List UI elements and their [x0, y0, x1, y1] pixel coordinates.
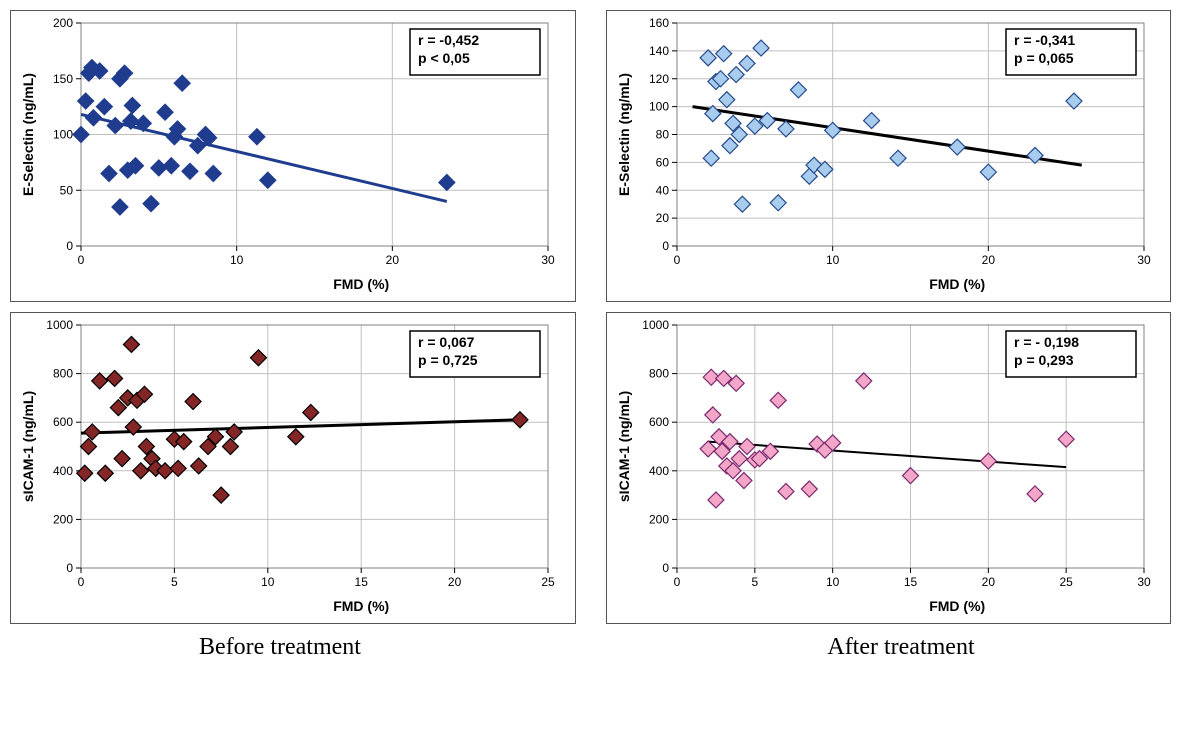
- scatter-chart: 0 10 20 30 0 50 100 150 200 FMD (%) E-Selectin (ng…: [11, 11, 566, 301]
- svg-text:25: 25: [541, 575, 555, 589]
- svg-text:15: 15: [903, 575, 917, 589]
- svg-text:0: 0: [673, 253, 680, 267]
- scatter-chart: 0 10 20 30 0 20 40 60 80 100 120 140 160 FMD (%) E-Sel…: [607, 11, 1162, 301]
- svg-text:1000: 1000: [642, 318, 669, 332]
- svg-text:20: 20: [981, 575, 995, 589]
- svg-text:p = 0,293: p = 0,293: [1014, 352, 1074, 368]
- svg-text:800: 800: [648, 367, 668, 381]
- svg-text:20: 20: [981, 253, 995, 267]
- svg-text:E-Selectin (ng/mL): E-Selectin (ng/mL): [616, 73, 632, 196]
- svg-text:140: 140: [648, 44, 668, 58]
- svg-text:50: 50: [60, 183, 74, 197]
- svg-text:10: 10: [261, 575, 275, 589]
- svg-text:200: 200: [648, 512, 668, 526]
- svg-text:200: 200: [53, 512, 73, 526]
- caption-row: Before treatment After treatment: [10, 634, 1171, 661]
- scatter-chart: 0 5 10 15 20 25 30 0 200 400 600 800 1000 FMD (%) sICA…: [607, 313, 1162, 623]
- svg-text:0: 0: [662, 239, 669, 253]
- panel-bottom-left: 0 5 10 15 20 25 0 200 400 600 800 1000 FMD (%) sICAM-…: [10, 312, 576, 624]
- svg-text:100: 100: [53, 128, 73, 142]
- svg-text:r = -0,452: r = -0,452: [418, 32, 479, 48]
- scatter-chart: 0 5 10 15 20 25 0 200 400 600 800 1000 FMD (%) sICAM-…: [11, 313, 566, 623]
- svg-text:400: 400: [53, 464, 73, 478]
- svg-text:20: 20: [655, 211, 669, 225]
- svg-text:FMD (%): FMD (%): [929, 598, 985, 614]
- svg-text:r = 0,067: r = 0,067: [418, 334, 475, 350]
- caption-before: Before treatment: [130, 634, 430, 661]
- svg-text:20: 20: [386, 253, 400, 267]
- svg-text:sICAM-1 (ng/mL): sICAM-1 (ng/mL): [20, 391, 36, 502]
- svg-text:400: 400: [648, 464, 668, 478]
- panel-top-right: 0 10 20 30 0 20 40 60 80 100 120 140 160 FMD (%) E-Sel…: [606, 10, 1172, 302]
- svg-text:120: 120: [648, 72, 668, 86]
- svg-text:5: 5: [171, 575, 178, 589]
- svg-text:150: 150: [53, 72, 73, 86]
- svg-text:600: 600: [53, 415, 73, 429]
- svg-text:p < 0,05: p < 0,05: [418, 50, 470, 66]
- svg-text:80: 80: [655, 128, 669, 142]
- svg-text:5: 5: [751, 575, 758, 589]
- svg-text:sICAM-1 (ng/mL): sICAM-1 (ng/mL): [616, 391, 632, 502]
- svg-text:0: 0: [78, 253, 85, 267]
- svg-text:30: 30: [1137, 253, 1151, 267]
- svg-text:r = - 0,198: r = - 0,198: [1014, 334, 1079, 350]
- svg-text:FMD (%): FMD (%): [333, 276, 389, 292]
- svg-text:100: 100: [648, 100, 668, 114]
- svg-text:40: 40: [655, 183, 669, 197]
- svg-text:25: 25: [1059, 575, 1073, 589]
- svg-text:200: 200: [53, 16, 73, 30]
- svg-text:0: 0: [66, 561, 73, 575]
- panel-bottom-right: 0 5 10 15 20 25 30 0 200 400 600 800 1000 FMD (%) sICA…: [606, 312, 1172, 624]
- svg-text:FMD (%): FMD (%): [333, 598, 389, 614]
- panel-top-left: 0 10 20 30 0 50 100 150 200 FMD (%) E-Selectin (ng…: [10, 10, 576, 302]
- svg-text:60: 60: [655, 155, 669, 169]
- svg-text:10: 10: [825, 253, 839, 267]
- svg-text:0: 0: [662, 561, 669, 575]
- svg-text:20: 20: [448, 575, 462, 589]
- svg-text:0: 0: [66, 239, 73, 253]
- svg-text:15: 15: [355, 575, 369, 589]
- svg-text:1000: 1000: [46, 318, 73, 332]
- svg-text:800: 800: [53, 367, 73, 381]
- svg-text:p = 0,065: p = 0,065: [1014, 50, 1074, 66]
- figure-grid: 0102030050100150200FMD (%)E-Selectin (ng…: [10, 10, 1171, 661]
- svg-text:0: 0: [78, 575, 85, 589]
- svg-text:p = 0,725: p = 0,725: [418, 352, 478, 368]
- svg-text:r = -0,341: r = -0,341: [1014, 32, 1075, 48]
- svg-text:0: 0: [673, 575, 680, 589]
- svg-text:30: 30: [541, 253, 555, 267]
- svg-text:600: 600: [648, 415, 668, 429]
- svg-text:FMD (%): FMD (%): [929, 276, 985, 292]
- svg-text:10: 10: [230, 253, 244, 267]
- svg-text:E-Selectin (ng/mL): E-Selectin (ng/mL): [20, 73, 36, 196]
- caption-after: After treatment: [751, 634, 1051, 661]
- svg-text:160: 160: [648, 16, 668, 30]
- svg-text:30: 30: [1137, 575, 1151, 589]
- svg-text:10: 10: [825, 575, 839, 589]
